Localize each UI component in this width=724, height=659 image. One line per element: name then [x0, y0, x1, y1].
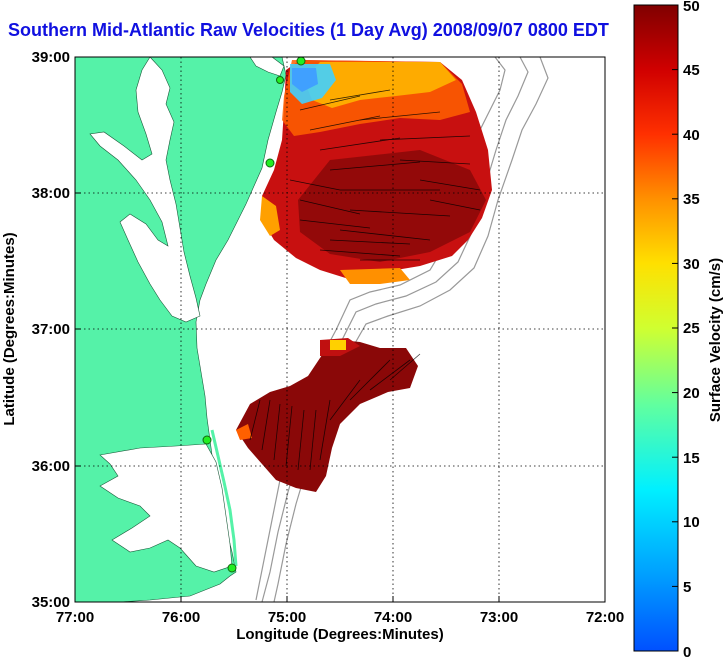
x-tick-label: 74:00 — [374, 609, 412, 626]
colorbar-tick-label: 0 — [683, 644, 691, 659]
x-tick-label: 77:00 — [56, 609, 94, 626]
velocity-field-south — [236, 338, 421, 492]
velocity-field-north — [260, 60, 492, 284]
y-tick-label: 35:00 — [32, 594, 70, 611]
map-title: Southern Mid-Atlantic Raw Velocities (1 … — [8, 20, 609, 40]
colorbar-tick-label: 10 — [683, 514, 700, 531]
colorbar — [633, 4, 679, 652]
pamlico-sound — [99, 443, 233, 573]
radar-site-marker[interactable] — [296, 57, 306, 66]
colorbar-tick-label: 5 — [683, 579, 691, 596]
colorbar-tick-label: 30 — [683, 256, 700, 273]
colorbar-tick-label: 35 — [683, 191, 700, 208]
y-tick-label: 38:00 — [32, 185, 70, 202]
colorbar-tick-label: 15 — [683, 450, 700, 467]
colorbar-ticks — [672, 4, 678, 652]
radar-site-marker[interactable] — [202, 435, 212, 445]
x-axis-label: Longitude (Degrees:Minutes) — [236, 626, 444, 643]
colorbar-tick-label: 45 — [683, 62, 700, 79]
chesapeake-bay — [89, 57, 201, 323]
colorbar-tick-label: 25 — [683, 320, 700, 337]
colorbar-label: Surface Velocity (cm/s) — [707, 258, 724, 422]
radar-sites — [202, 57, 306, 573]
y-tick-label: 37:00 — [32, 321, 70, 338]
colorbar-tick-label: 20 — [683, 385, 700, 402]
x-tick-label: 76:00 — [162, 609, 200, 626]
grid-lines — [75, 57, 605, 602]
x-tick-label: 75:00 — [268, 609, 306, 626]
radar-site-marker[interactable] — [265, 158, 275, 168]
y-tick-label: 36:00 — [32, 458, 70, 475]
x-tick-label: 73:00 — [480, 609, 518, 626]
x-tick-label: 72:00 — [586, 609, 624, 626]
radar-site-marker[interactable] — [227, 563, 237, 573]
y-tick-label: 39:00 — [32, 49, 70, 66]
colorbar-tick-label: 40 — [683, 127, 700, 144]
axis-ticks — [74, 56, 606, 603]
y-axis-label: Latitude (Degrees:Minutes) — [1, 232, 18, 425]
barrier-islands — [210, 429, 238, 567]
radar-site-marker[interactable] — [276, 76, 284, 84]
colorbar-tick-label: 50 — [683, 0, 700, 15]
